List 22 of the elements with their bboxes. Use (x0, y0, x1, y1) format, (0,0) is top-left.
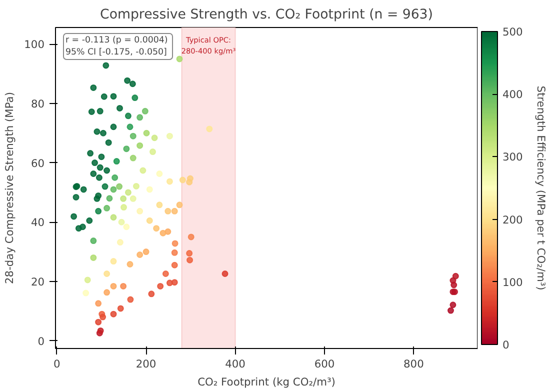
color-bar-label: 200 (502, 213, 524, 226)
x-tick-label: 400 (225, 358, 246, 370)
y-axis-title: 28-day Compressive Strength (MPa) (3, 92, 16, 284)
color-bar-label: 500 (502, 26, 524, 38)
color-bar-label: 100 (502, 276, 524, 289)
y-tick-label: 0 (38, 334, 45, 348)
x-tick-label: 0 (53, 358, 60, 370)
y-tick-label: 100 (24, 38, 45, 52)
x-tick-label: 800 (404, 358, 424, 370)
y-tick-label: 80 (30, 97, 45, 110)
chart-title: Compressive Strength vs. CO₂ Footprint (n = 963) (100, 8, 433, 22)
y-tick-label: 40 (30, 216, 45, 230)
color-bar-title: Strength Efficiency (MPa per t CO₂/m³) (534, 86, 548, 290)
color-bar-label: 300 (502, 150, 524, 164)
y-tick-label: 60 (30, 156, 45, 170)
color-bar-label: 0 (502, 338, 510, 352)
y-tick-label: 20 (30, 275, 45, 288)
x-tick-label: 200 (136, 358, 156, 370)
annotation: r = -0.113 (p = 0.0004) 95% CI [-0.175, -0.050] (66, 36, 168, 58)
color-bar-label: 400 (502, 88, 524, 102)
x-tick-label: 600 (314, 358, 335, 370)
x-axis-title: CO₂ Footprint (kg CO₂/m³) (198, 376, 336, 388)
